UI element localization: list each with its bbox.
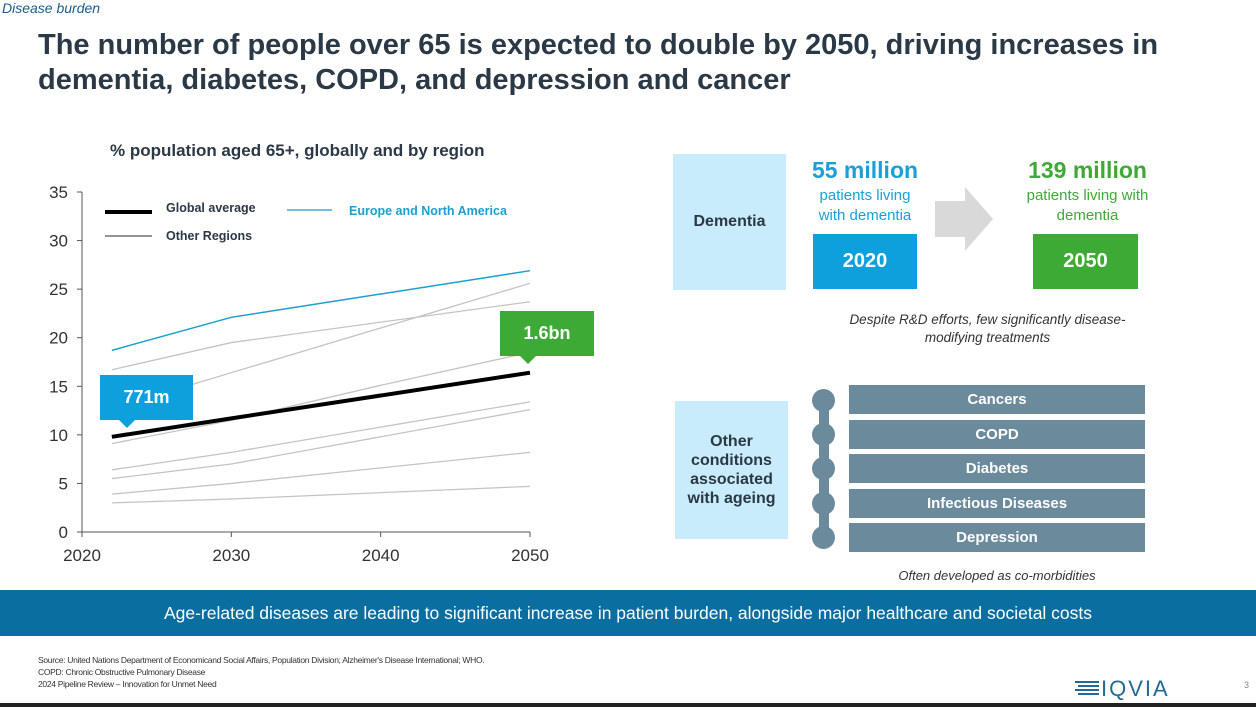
- y-tick-label: 5: [59, 474, 68, 493]
- legend-label-europe: Europe and North America: [349, 204, 508, 218]
- series-line-other-regions: [111, 301, 531, 371]
- bullet-dot: [812, 526, 835, 549]
- legend-label-global: Global average: [166, 201, 256, 215]
- y-tick-label: 15: [49, 377, 68, 396]
- callout-pointer: [119, 420, 135, 428]
- chart-title: % population aged 65+, globally and by r…: [110, 141, 485, 160]
- footer-abbreviation: COPD: Chronic Obstructive Pulmonary Dise…: [38, 667, 206, 677]
- x-tick-label: 2040: [362, 546, 400, 565]
- condition-diabetes: Diabetes: [849, 454, 1145, 483]
- bullet-dot: [812, 457, 835, 480]
- comorbidity-note: Often developed as co-morbidities: [898, 568, 1096, 583]
- callout-text: 1.6bn: [523, 323, 571, 343]
- footer-source: Source: United Nations Department of Eco…: [38, 655, 485, 665]
- callout-2050: 1.6bn: [500, 311, 594, 356]
- iqvia-logo: IQVIA: [1075, 676, 1170, 702]
- bullet-dot: [812, 423, 835, 446]
- callout-pointer: [520, 356, 536, 364]
- y-tick-label: 10: [49, 426, 68, 445]
- callout-text: 771m: [123, 387, 170, 407]
- dementia-2050-desc: patients living with dementia: [1026, 187, 1149, 224]
- dementia-2020-value: 55 million: [811, 157, 919, 183]
- y-tick-label: 25: [49, 280, 68, 299]
- year-2050-box: 2050: [1033, 234, 1138, 289]
- x-tick-label: 2050: [511, 546, 549, 565]
- condition-infectious-diseases: Infectious Diseases: [849, 489, 1145, 518]
- key-message-banner: Age-related diseases are leading to sign…: [0, 590, 1256, 636]
- y-tick-label: 0: [59, 523, 68, 542]
- dementia-2020-figure: 55 million patients living with dementia: [795, 157, 935, 226]
- other-conditions-box: Other conditions associated with ageing: [675, 401, 788, 539]
- series-line-other-regions: [111, 485, 531, 504]
- dementia-label-box: Dementia: [673, 154, 786, 290]
- series-line-europe-and-north-america: [111, 269, 531, 352]
- logo-text: IQVIA: [1101, 676, 1170, 701]
- x-tick-label: 2030: [212, 546, 250, 565]
- dementia-2050-figure: 139 million patients living with dementi…: [1010, 157, 1165, 226]
- dementia-label: Dementia: [693, 213, 766, 230]
- logo-mark-icon: [1075, 681, 1099, 695]
- bullet-dot: [812, 492, 835, 515]
- dementia-2050-value: 139 million: [1028, 157, 1147, 183]
- y-tick-label: 35: [49, 183, 68, 202]
- year-2020-box: 2020: [813, 234, 917, 289]
- slide-title: The number of people over 65 is expected…: [38, 29, 1159, 96]
- condition-depression: Depression: [849, 523, 1145, 552]
- arrow-right-icon: [935, 187, 993, 251]
- bottom-bar: [0, 703, 1256, 707]
- other-conditions-label: Other conditions associated with ageing: [687, 433, 776, 507]
- x-tick-label: 2020: [63, 546, 101, 565]
- page-number: 3: [1244, 680, 1250, 690]
- legend-label-other: Other Regions: [166, 229, 252, 243]
- callout-2020: 771m: [100, 375, 193, 420]
- footer-report: 2024 Pipeline Review – Innovation for Un…: [38, 679, 217, 689]
- dementia-note: Despite R&D efforts, few significantly d…: [849, 312, 1126, 345]
- bullet-dot: [812, 389, 835, 412]
- y-tick-label: 30: [49, 232, 68, 251]
- condition-cancers: Cancers: [849, 385, 1145, 414]
- y-tick-label: 20: [49, 329, 68, 348]
- dementia-2020-desc: patients living with dementia: [818, 187, 912, 224]
- section-label: Disease burden: [2, 0, 101, 16]
- series-line-other-regions: [111, 451, 531, 495]
- condition-copd: COPD: [849, 420, 1145, 449]
